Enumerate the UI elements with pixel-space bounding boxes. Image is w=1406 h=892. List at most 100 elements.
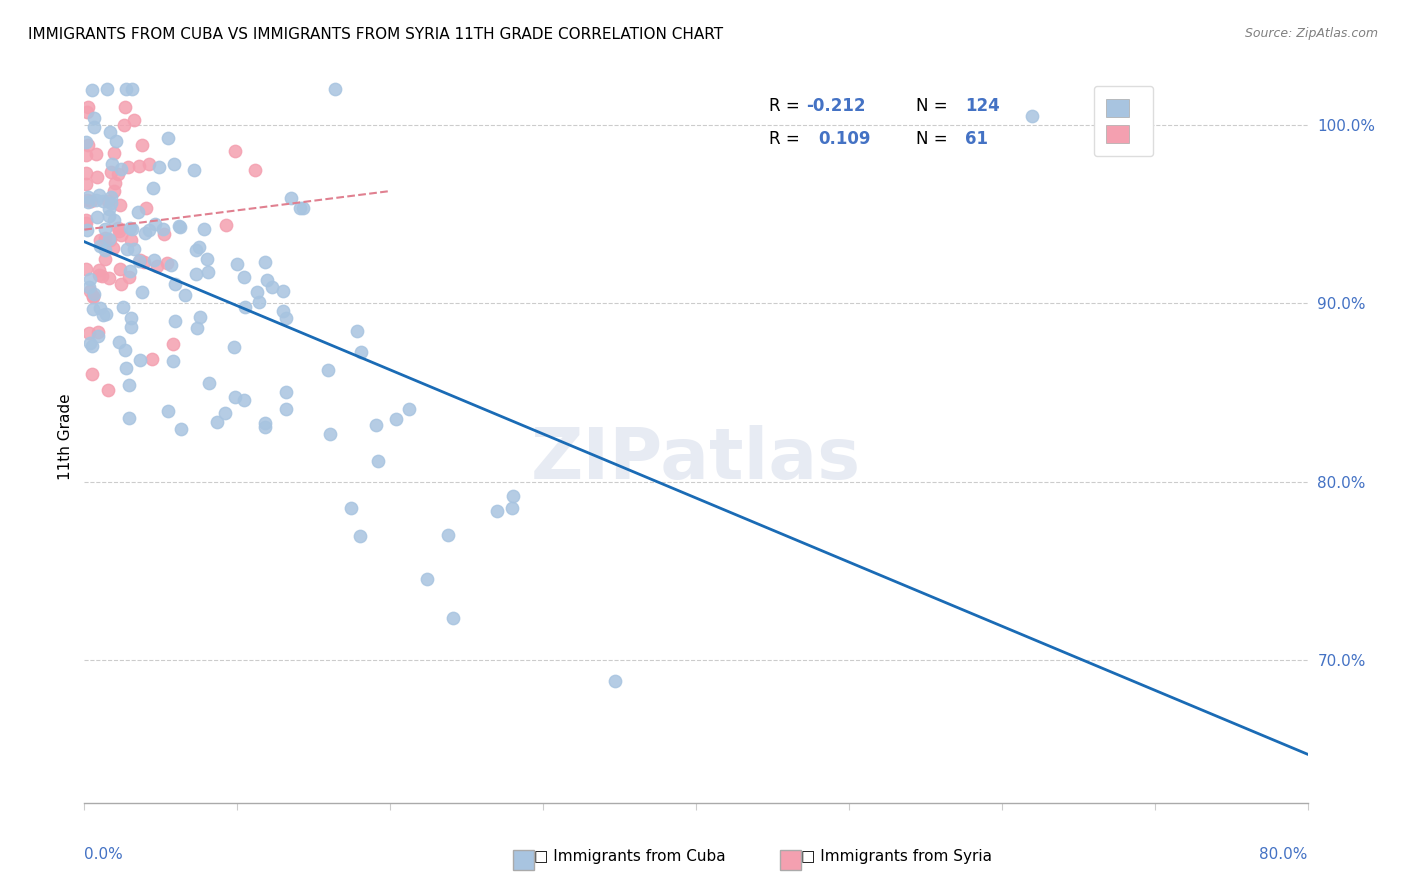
Point <box>148 161 170 175</box>
Point <box>112 118 135 132</box>
Point <box>103 184 125 198</box>
Point <box>100 190 122 204</box>
Point <box>131 285 153 299</box>
Point <box>183 163 205 178</box>
Point <box>76 193 98 207</box>
Point <box>118 269 141 284</box>
Point <box>100 157 122 171</box>
Point <box>87 328 110 343</box>
Point <box>75 261 97 276</box>
Point <box>91 269 114 284</box>
Point <box>108 334 131 349</box>
Point <box>197 376 219 390</box>
Point <box>437 527 460 541</box>
Point <box>323 82 346 96</box>
Point <box>75 147 97 161</box>
Point <box>122 113 145 128</box>
Point <box>188 310 211 325</box>
Point <box>121 82 143 96</box>
Point <box>107 220 129 235</box>
Point <box>82 301 104 316</box>
Point <box>262 279 284 293</box>
Point <box>128 159 150 173</box>
Point <box>94 244 117 258</box>
Point <box>350 345 373 359</box>
Point <box>86 211 108 225</box>
Point <box>290 201 312 215</box>
Point <box>108 224 131 238</box>
Point <box>134 226 156 240</box>
Text: □ Immigrants from Cuba: □ Immigrants from Cuba <box>534 849 725 863</box>
Point <box>107 167 129 181</box>
Point <box>76 105 98 120</box>
Point <box>103 213 125 227</box>
Text: IMMIGRANTS FROM CUBA VS IMMIGRANTS FROM SYRIA 11TH GRADE CORRELATION CHART: IMMIGRANTS FROM CUBA VS IMMIGRANTS FROM … <box>28 27 723 42</box>
Point <box>114 343 136 358</box>
Point <box>82 290 104 304</box>
Point <box>91 308 114 322</box>
Point <box>118 220 141 235</box>
Point <box>441 611 464 625</box>
Text: 80.0%: 80.0% <box>1260 847 1308 862</box>
Point <box>80 339 103 353</box>
Point <box>83 120 105 135</box>
Point <box>276 311 298 326</box>
Point <box>75 213 97 227</box>
Point <box>75 177 97 191</box>
Text: -0.212: -0.212 <box>806 97 866 115</box>
Point <box>233 270 256 285</box>
Point <box>114 100 136 114</box>
Point <box>214 407 236 421</box>
Point <box>129 352 152 367</box>
Point <box>184 244 207 258</box>
Point <box>77 280 100 294</box>
Point <box>110 262 132 277</box>
Point <box>416 572 439 586</box>
Point <box>101 241 124 255</box>
Point <box>254 255 277 269</box>
Point <box>77 100 100 114</box>
Point <box>224 391 246 405</box>
Point <box>122 243 145 257</box>
Point <box>83 286 105 301</box>
Point <box>132 255 155 269</box>
Point <box>110 161 132 176</box>
Point <box>215 218 238 232</box>
Point <box>224 144 246 158</box>
Point <box>97 383 120 397</box>
Text: Source: ZipAtlas.com: Source: ZipAtlas.com <box>1244 27 1378 40</box>
Point <box>349 529 371 543</box>
Point <box>1021 109 1043 123</box>
Point <box>84 193 107 207</box>
Point <box>131 137 153 152</box>
Point <box>167 219 190 234</box>
Point <box>146 260 169 274</box>
Point <box>603 673 626 688</box>
Point <box>141 352 163 367</box>
Point <box>110 227 132 242</box>
Point <box>77 194 100 209</box>
Point <box>79 285 101 299</box>
Text: ZIPatlas: ZIPatlas <box>531 425 860 493</box>
Point <box>118 411 141 425</box>
Point <box>276 401 298 416</box>
Point <box>169 219 191 234</box>
Point <box>98 270 121 285</box>
Point <box>129 253 152 268</box>
Point <box>280 191 302 205</box>
Point <box>97 194 120 209</box>
Text: 61: 61 <box>965 130 988 148</box>
Point <box>87 262 110 277</box>
Point <box>75 216 97 230</box>
Point <box>224 340 246 354</box>
Point <box>256 273 278 287</box>
Point <box>94 222 117 236</box>
Point <box>291 201 314 215</box>
Point <box>162 336 184 351</box>
Point <box>398 402 420 417</box>
Point <box>79 336 101 351</box>
Point <box>156 404 179 418</box>
Point <box>197 264 219 278</box>
Point <box>152 227 174 241</box>
Point <box>346 325 368 339</box>
